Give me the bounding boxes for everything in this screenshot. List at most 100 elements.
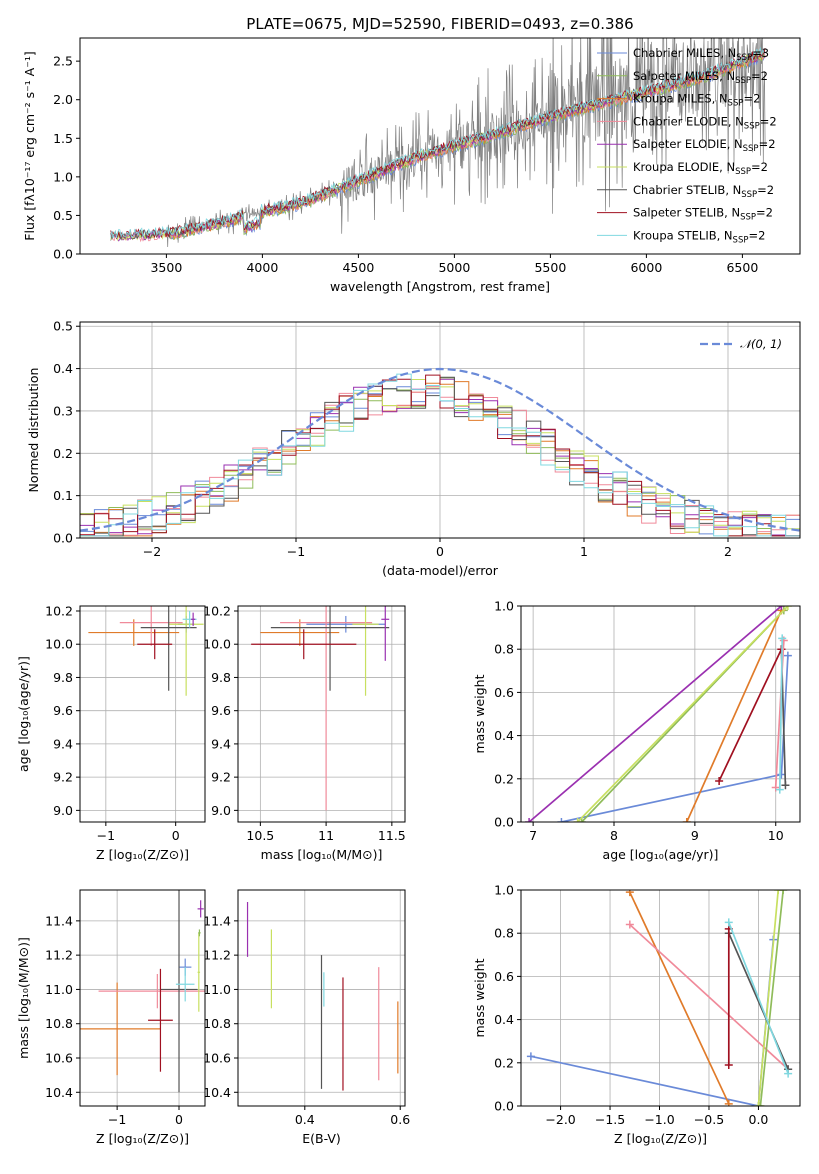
x-axis-label: Z [log₁₀(Z/Z⊙)] [614, 1131, 707, 1146]
x-axis-label: wavelength [Angstrom, rest frame] [330, 279, 550, 294]
weight-marker-kroupa_miles [682, 818, 691, 822]
weight-line-chabrier_miles [561, 655, 789, 822]
weight-marker-kroupa_elodie [783, 606, 792, 610]
weight-line-chabrier_elodie [629, 923, 789, 1070]
errorbar-salpeter_stelib [251, 629, 357, 660]
spectrum-title: PLATE=0675, MJD=52590, FIBERID=0493, z=0… [246, 15, 633, 33]
x-axis-label: Z [log₁₀(Z/Z⊙)] [96, 1131, 189, 1146]
x-tick-label: 9 [691, 828, 699, 843]
weight-series-salpeter_stelib [724, 924, 733, 1069]
errorbar-kroupa_miles [88, 619, 180, 646]
x-axis-label: (data-model)/error [382, 563, 499, 578]
y-tick-label: 0.8 [494, 642, 514, 657]
weight-marker-kroupa_stelib [775, 785, 784, 794]
x-tick-label: 11.5 [378, 828, 406, 843]
y-tick-label: 0.0 [53, 247, 73, 262]
y-tick-label: 10.2 [203, 603, 231, 618]
weight-series-kroupa_miles [625, 890, 733, 1106]
errorbar-kroupa_miles [80, 982, 161, 1076]
weight-marker-salpeter_miles [577, 818, 586, 822]
x-tick-label: 6000 [630, 260, 662, 275]
plot-frame [237, 889, 406, 1107]
axes: −2.0 −1.5 −1.0 −0.5 0.0 0.0 0.2 0.4 0.6 0.8 1.0 Z [… [472, 883, 768, 1147]
weight-marker-salpeter_elodie [777, 606, 786, 610]
y-tick-label: 0.5 [53, 319, 73, 334]
legend-subscript: SSP [744, 121, 760, 131]
y-tick-label: 0.4 [53, 361, 73, 376]
x-tick-label: −2 [143, 544, 161, 559]
weight-line-kroupa_miles [629, 891, 730, 1105]
mass-vs-ebv-panel: 0.4 0.6 10.4 10.6 10.8 11.0 11.2 11.4 E(B-V) [203, 889, 410, 1146]
weight-line-kroupa_miles [686, 609, 783, 822]
y-tick-label: 11.2 [45, 948, 73, 963]
weight-marker-chabrier_stelib [781, 781, 790, 790]
y-axis-label: Flux [fλ10⁻¹⁷ erg cm⁻² s⁻¹ A⁻¹] [22, 51, 37, 240]
errorbars [251, 606, 390, 811]
weight-marker-kroupa_miles [625, 890, 634, 897]
mass-weight-vs-metallicity-panel: −2.0 −1.5 −1.0 −0.5 0.0 0.0 0.2 0.4 0.6 0.8 1.0 Z [… [472, 883, 801, 1147]
legend-label-salpeter_stelib: Salpeter STELIB, NSSP=2 [633, 206, 773, 223]
axes: 3500 4000 4500 5000 5500 6000 6500 0.0 0.5 1.0 1.5… [22, 51, 758, 294]
x-tick-label: −2.0 [545, 1112, 575, 1127]
x-tick-label: 11 [318, 828, 334, 843]
weight-series-kroupa_stelib [775, 634, 787, 794]
plot-frame [79, 37, 801, 255]
errorbar-chabrier_elodie [280, 606, 373, 811]
y-tick-label: 11.4 [45, 913, 73, 928]
histogram-kroupa_stelib [80, 373, 800, 538]
weight-line-kroupa_stelib [778, 638, 784, 790]
gridlines [521, 605, 800, 823]
errorbars [88, 606, 204, 696]
y-axis-label: age [log₁₀(age/yr)] [16, 656, 31, 772]
normal-distribution-curve [80, 367, 800, 532]
y-tick-label: 11.4 [203, 913, 231, 928]
weight-series-chabrier_miles [526, 935, 778, 1106]
x-tick-label: 10 [768, 828, 784, 843]
legend-count: =2 [759, 137, 776, 151]
errorbars [80, 890, 205, 1093]
y-tick-label: 0.2 [494, 771, 514, 786]
axes: −1 0 10.4 10.6 10.8 11.0 11.2 11.4 Z [log₁₀(Z/Z⊙… [16, 913, 189, 1146]
y-tick-label: 0.3 [53, 403, 73, 418]
legend-count: =2 [757, 183, 774, 197]
y-tick-label: 10.4 [203, 1085, 231, 1100]
weight-marker-kroupa_elodie [774, 890, 783, 894]
model-spectrum-line-kroupa_stelib [110, 46, 766, 239]
weight-marker-kroupa_stelib [778, 634, 787, 643]
y-tick-label: 0.0 [494, 1099, 514, 1114]
errorbar-chabrier_stelib [140, 606, 197, 691]
y-axis-label: Normed distribution [26, 368, 41, 493]
legend-count: =3 [752, 46, 769, 60]
errorbar-kroupa_elodie [197, 932, 201, 1012]
y-tick-label: 9.2 [53, 770, 73, 785]
x-tick-label: 0 [436, 544, 444, 559]
y-tick-label: 0.2 [53, 446, 73, 461]
x-axis-label: E(B-V) [302, 1131, 341, 1146]
y-tick-label: 0.4 [494, 1012, 514, 1027]
y-tick-label: 2.0 [53, 92, 73, 107]
weight-series-kroupa_elodie [573, 606, 792, 822]
y-tick-label: 9.2 [211, 770, 231, 785]
y-tick-label: 10.2 [45, 603, 73, 618]
axes: 0.4 0.6 10.4 10.6 10.8 11.0 11.2 11.4 E(B-V) [203, 913, 410, 1146]
y-tick-label: 11.0 [203, 982, 231, 997]
y-tick-label: 0.2 [494, 1055, 514, 1070]
y-tick-label: 0.5 [53, 208, 73, 223]
x-tick-label: 4500 [342, 260, 374, 275]
legend-label-kroupa_stelib: Kroupa STELIB, NSSP=2 [633, 228, 765, 245]
y-tick-label: 9.8 [211, 670, 231, 685]
plot-frame [237, 605, 406, 823]
x-tick-label: −1 [108, 1112, 126, 1127]
legend-label-normal: 𝒩(0, 1) [740, 337, 782, 351]
weight-marker-chabrier_miles [777, 770, 786, 779]
errorbars [246, 902, 399, 1091]
legend-subscript: SSP [741, 190, 757, 200]
weight-series-kroupa_stelib [724, 918, 793, 1078]
legend-subscript: SSP [735, 76, 751, 86]
weight-marker-kroupa_elodie [754, 1102, 763, 1106]
y-tick-label: 11.2 [203, 948, 231, 963]
legend-label-chabrier_miles: Chabrier MILES, NSSP=3 [633, 46, 769, 63]
x-tick-label: 8 [610, 828, 618, 843]
errorbar-kroupa_miles [260, 619, 340, 646]
